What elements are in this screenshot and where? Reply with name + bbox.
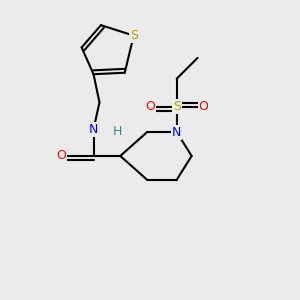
Text: S: S [173, 100, 181, 113]
Text: S: S [130, 29, 138, 42]
Text: H: H [112, 125, 122, 138]
Text: O: O [145, 100, 155, 113]
Text: O: O [56, 149, 66, 162]
Text: N: N [89, 123, 98, 136]
Text: O: O [199, 100, 208, 113]
Text: N: N [172, 126, 182, 139]
